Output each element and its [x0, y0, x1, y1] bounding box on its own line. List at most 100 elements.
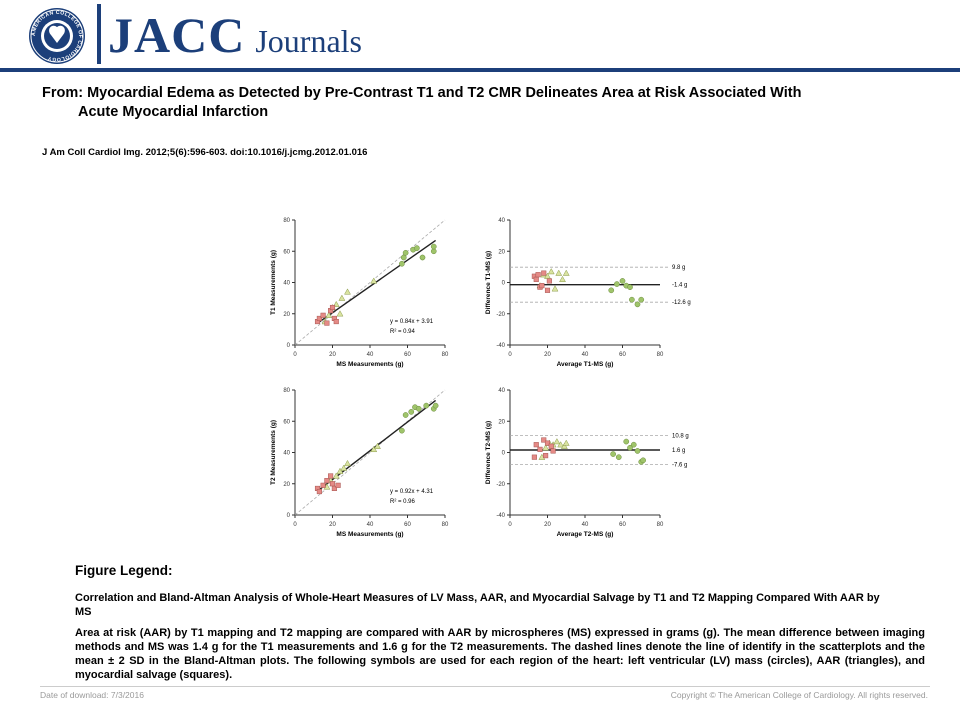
x-tick-label: 20	[544, 352, 551, 358]
y-tick-label: 80	[283, 218, 290, 224]
data-point-circle	[608, 287, 615, 294]
x-tick-label: 80	[657, 522, 664, 528]
y-tick-label: 0	[287, 513, 291, 519]
data-point-square	[550, 448, 556, 454]
y-tick-label: -20	[496, 482, 505, 488]
data-point-square	[544, 287, 551, 293]
footer-rule	[40, 686, 930, 687]
data-point-square	[537, 446, 543, 452]
data-point-triangle	[562, 439, 570, 446]
data-point-circle	[634, 301, 641, 308]
acc-seal-logo: AMERICAN COLLEGE OF CARDIOLOGY	[29, 8, 85, 64]
data-point-circle	[615, 454, 622, 461]
article-title-line2: Acute Myocardial Infarction	[78, 104, 269, 120]
data-point-circle	[430, 243, 437, 250]
copyright: Copyright © The American College of Card…	[670, 690, 928, 700]
data-point-circle	[399, 427, 405, 434]
data-point-circle	[638, 296, 645, 303]
data-point-triangle	[551, 285, 559, 292]
x-tick-label: 20	[544, 522, 551, 528]
x-axis-title: MS Measurements (g)	[336, 361, 403, 368]
figure-panels: 0 20 40 60 80 0 20 40 60 80 MS Measurements (g) T1 …	[270, 218, 691, 538]
article-title: From: Myocardial Edema as Detected by Pr…	[42, 84, 922, 122]
lower-limit-label: -12.6 g	[672, 300, 691, 306]
regression-equation: y = 0.92x + 4.31	[390, 489, 434, 495]
y-tick-label: 40	[283, 281, 290, 287]
data-point-circle	[402, 412, 409, 418]
y-axis-title: Difference T1-MS (g)	[485, 251, 492, 314]
data-point-triangle	[370, 445, 378, 453]
y-tick-label: 60	[283, 419, 290, 425]
data-point-triangle	[560, 442, 568, 449]
x-tick-label: 0	[293, 352, 297, 358]
data-point-square	[324, 478, 330, 484]
data-point-triangle	[547, 268, 555, 275]
y-tick-label: 20	[283, 312, 290, 318]
x-tick-label: 20	[329, 352, 336, 358]
article-title-line1: From: Myocardial Edema as Detected by Pr…	[42, 85, 802, 101]
x-tick-label: 80	[442, 522, 449, 528]
data-point-square	[316, 315, 322, 321]
x-tick-label: 40	[582, 352, 589, 358]
data-point-square	[546, 278, 552, 284]
data-point-circle	[630, 441, 637, 448]
identity-line	[294, 219, 446, 346]
x-tick-label: 0	[293, 522, 297, 528]
y-tick-label: 40	[498, 388, 505, 394]
data-point-square	[541, 270, 547, 276]
y-tick-label: 40	[498, 218, 505, 224]
data-point-triangle	[374, 442, 381, 449]
data-point-circle	[619, 278, 626, 284]
x-axis-title: Average T2-MS (g)	[557, 531, 614, 538]
data-point-square	[335, 482, 341, 488]
data-point-circle	[414, 245, 420, 251]
x-tick-label: 60	[619, 352, 626, 358]
data-point-square	[541, 437, 547, 443]
data-point-square	[324, 320, 330, 326]
data-point-circle	[623, 438, 630, 445]
upper-limit-label: 10.8 g	[672, 434, 689, 440]
data-point-square	[539, 283, 545, 289]
y-tick-label: -40	[496, 343, 505, 349]
data-point-triangle	[336, 310, 344, 317]
data-point-triangle	[562, 269, 570, 276]
identity-line	[294, 389, 446, 516]
mean-label: 1.6 g	[672, 448, 685, 454]
data-point-triangle	[557, 441, 565, 448]
chart-panel-2: 0 20 40 60 80 -40 -20 0 20 40 Average T1-MS (g) Dif…	[485, 218, 691, 368]
y-tick-label: 20	[498, 249, 505, 255]
x-tick-label: 40	[582, 522, 589, 528]
data-point-square	[320, 312, 326, 318]
x-tick-label: 80	[442, 352, 449, 358]
y-tick-label: -40	[496, 513, 505, 519]
legend-subtitle: Correlation and Bland-Altman Analysis of…	[75, 592, 880, 618]
lower-limit-label: -7.6 g	[672, 462, 687, 468]
x-tick-label: 40	[367, 352, 374, 358]
data-point-circle	[634, 448, 641, 454]
x-axis-title: MS Measurements (g)	[336, 531, 403, 538]
data-point-circle	[610, 451, 616, 457]
data-point-triangle	[344, 459, 351, 467]
legend-title: Figure Legend:	[75, 563, 173, 578]
r-squared: R² = 0.94	[390, 329, 416, 335]
data-point-triangle	[340, 464, 348, 471]
y-tick-label: 0	[287, 343, 291, 349]
data-point-square	[329, 304, 336, 311]
data-point-circle	[399, 260, 405, 267]
data-point-circle	[627, 444, 633, 451]
data-point-circle	[415, 405, 422, 412]
data-point-triangle	[325, 311, 333, 318]
mean-label: -1.4 g	[672, 283, 687, 289]
data-point-circle	[629, 296, 635, 303]
y-axis-title: T2 Measurements (g)	[270, 420, 277, 485]
header-rule	[0, 68, 960, 72]
data-point-square	[320, 482, 326, 488]
x-tick-label: 60	[404, 522, 411, 528]
x-tick-label: 0	[508, 522, 512, 528]
data-point-triangle	[338, 294, 346, 301]
data-point-square	[544, 440, 551, 446]
data-point-triangle	[553, 438, 561, 445]
data-point-circle	[419, 254, 426, 261]
data-point-circle	[402, 249, 409, 256]
data-point-triangle	[332, 472, 340, 479]
